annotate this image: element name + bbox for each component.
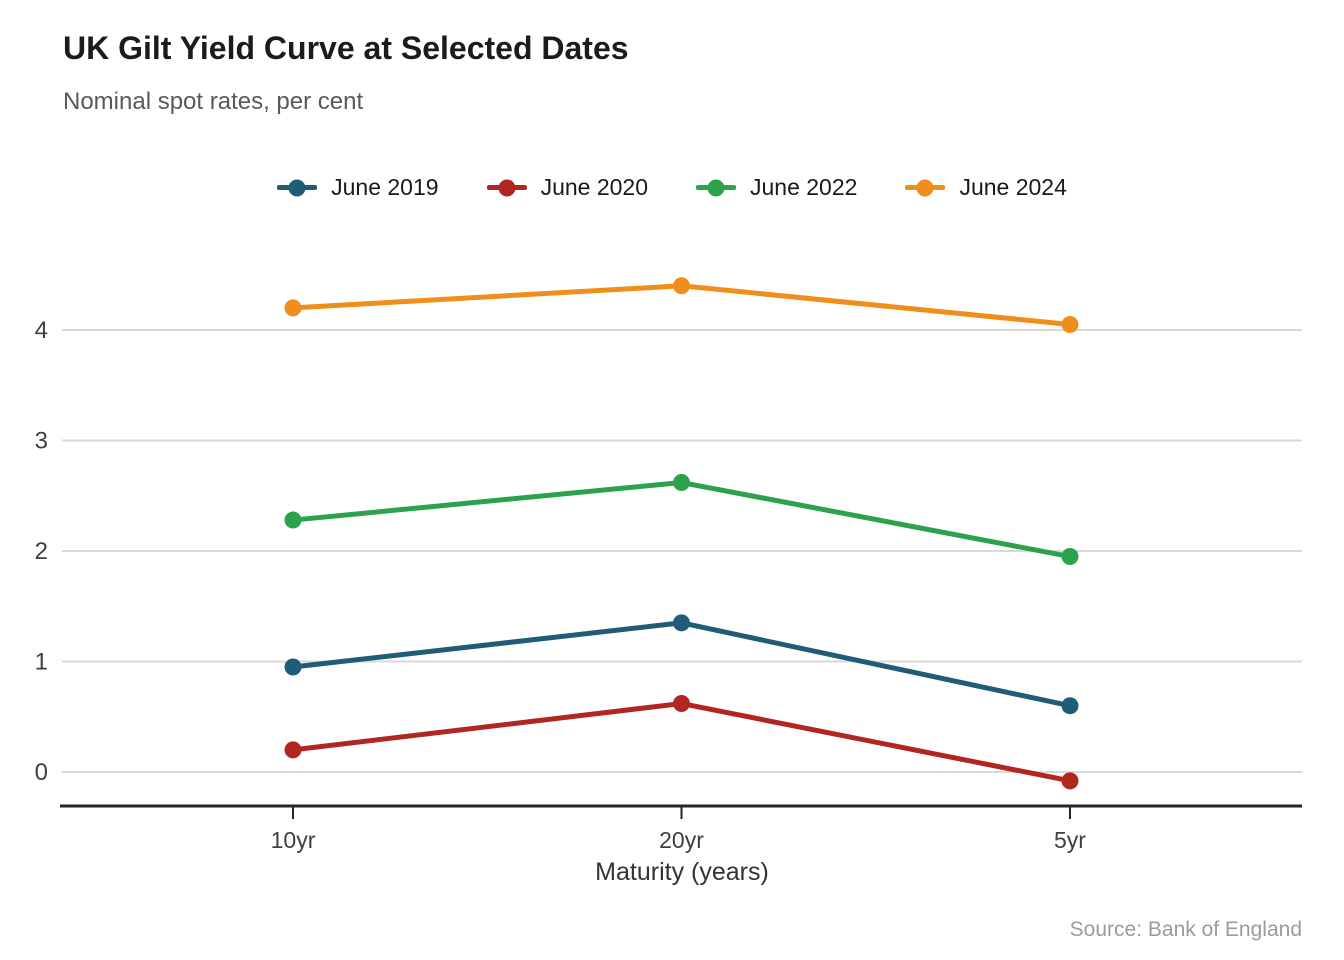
legend-label: June 2022	[750, 174, 858, 200]
legend-dot-icon	[498, 179, 516, 196]
legend-item-june-2024: June 2024	[905, 174, 1067, 201]
y-tick-label: 2	[35, 538, 48, 565]
series-line	[292, 479, 1071, 559]
x-tick-label: 10yr	[271, 827, 316, 853]
data-point	[1061, 772, 1079, 790]
x-tick-label: 20yr	[659, 827, 704, 853]
data-point	[284, 299, 302, 317]
series-line	[292, 620, 1071, 709]
series-june-2020	[284, 694, 1079, 790]
legend-label: June 2020	[540, 174, 648, 200]
legend-marker-icon	[277, 179, 318, 196]
series-line	[292, 700, 1071, 784]
legend-item-june-2019: June 2019	[277, 174, 439, 201]
x-tick-label: 5yr	[1054, 827, 1086, 853]
data-point	[673, 694, 690, 712]
legend-marker-icon	[696, 179, 736, 196]
y-tick-label: 3	[35, 428, 48, 455]
chart-legend: June 2019 June 2020 June 2022 June 2024	[0, 174, 1344, 201]
legend-dot-icon	[288, 179, 306, 196]
data-point	[1061, 548, 1079, 566]
data-point	[284, 511, 302, 529]
source-caption: Source: Bank of England	[1069, 918, 1302, 941]
series-june-2024	[284, 277, 1079, 333]
data-point	[1061, 315, 1079, 333]
data-point	[284, 741, 302, 759]
y-tick-label: 1	[35, 649, 48, 676]
chart-title: UK Gilt Yield Curve at Selected Dates	[63, 30, 629, 66]
data-point	[1061, 697, 1079, 715]
legend-dot-icon	[707, 179, 725, 196]
y-tick-label: 4	[35, 317, 48, 344]
data-point	[284, 658, 302, 676]
legend-label: June 2024	[959, 174, 1067, 200]
legend-label: June 2019	[331, 174, 439, 200]
legend-dot-icon	[916, 179, 934, 196]
x-axis-label: Maturity (years)	[595, 858, 769, 886]
data-point	[673, 277, 690, 295]
legend-item-june-2022: June 2022	[696, 174, 857, 201]
data-point	[673, 614, 690, 632]
series-june-2019	[284, 614, 1079, 715]
series-june-2022	[284, 473, 1079, 566]
chart-subtitle: Nominal spot rates, per cent	[63, 88, 364, 115]
legend-marker-icon	[486, 179, 527, 196]
legend-item-june-2020: June 2020	[486, 174, 648, 201]
legend-marker-icon	[905, 179, 946, 196]
y-tick-label: 0	[35, 759, 48, 786]
data-point	[673, 473, 690, 491]
